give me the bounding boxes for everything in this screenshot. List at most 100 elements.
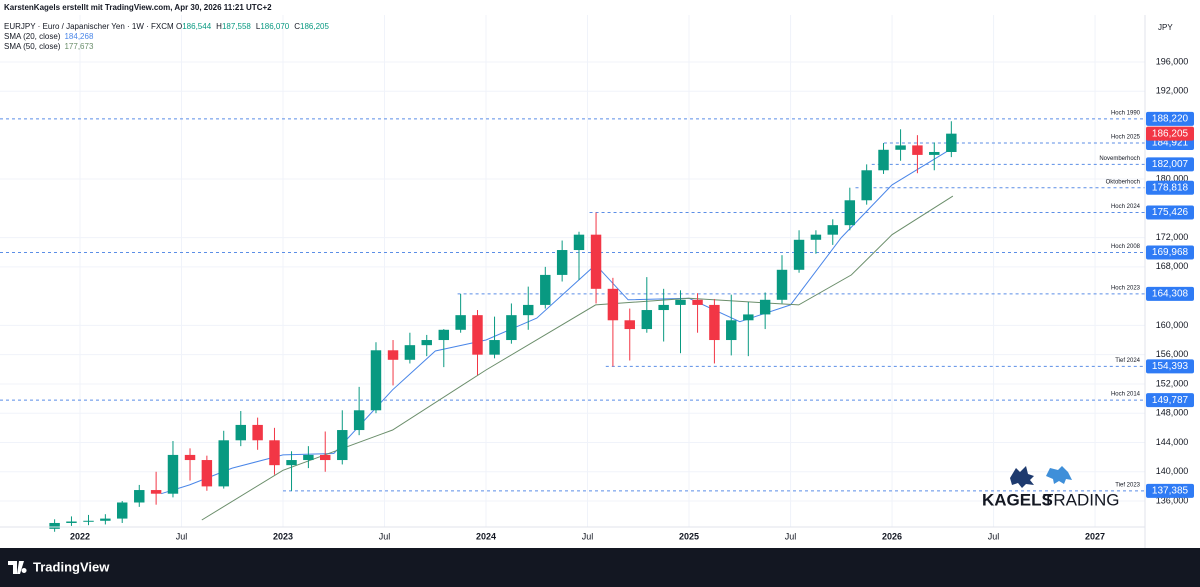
bear-icon [1046,466,1072,484]
x-tick-label: 2022 [70,531,90,541]
y-tick-label: 152,000 [1156,378,1189,388]
level-name: Tief 2023 [1115,482,1140,488]
logo-right: TRADING [1043,490,1120,509]
candle-body [421,340,432,346]
candle-body [235,424,246,441]
level-badge [1146,483,1194,498]
level-name: Hoch 2023 [1111,285,1141,291]
candle-body [252,424,263,441]
y-tick-label: 196,000 [1156,56,1189,66]
candle-body [861,170,872,201]
level-name: Oktoberhoch [1106,179,1140,185]
ohlc-key: C [294,22,300,31]
candle-body [303,454,314,461]
level-value-label: 184,921 [1152,138,1189,149]
level-badge [1146,157,1194,172]
candle-body [506,315,517,341]
candle-body [743,314,754,321]
level-badge [1146,205,1194,220]
level-value-label: 175,426 [1152,207,1189,218]
grid [0,15,1145,527]
level-name: Hoch 2008 [1111,244,1141,250]
level-value-label: 149,787 [1152,395,1189,406]
candle-body [776,269,788,300]
ohlc-value: 187,558 [222,22,251,31]
level-name: Hoch 1990 [1111,110,1141,116]
candle-body [286,460,297,466]
legend-name: SMA (50, close) [4,42,61,51]
candle-body [726,320,737,341]
level-value-label: 137,385 [1152,486,1189,497]
candle-body [489,340,500,355]
level-badge [1146,180,1194,195]
level-value-label: 178,818 [1152,182,1189,193]
candle-body [675,299,686,305]
candle-body [66,521,77,523]
x-tick-label: 2025 [679,531,699,541]
level-badge [1146,111,1194,126]
ohlc-value: 186,544 [182,22,211,31]
y-tick-label: 140,000 [1156,466,1189,476]
level-value-label: 182,007 [1152,159,1189,170]
candle-body [709,304,720,341]
candle-body [320,454,331,461]
candle-body [218,440,229,487]
ohlc-key: H [216,22,222,31]
candle-body [150,490,162,494]
candle-body [912,145,923,155]
level-name: Hoch 2025 [1111,135,1141,141]
y-tick-label: 136,000 [1156,495,1189,505]
level-badge [1146,359,1194,374]
sma-line [161,147,954,495]
x-tick-label: 2024 [476,531,496,541]
axes: 136,000 140,000 144,000 148,000 152,000 156,0… [70,56,1194,541]
x-tick-label: 2027 [1085,531,1105,541]
level-name: Hoch 2014 [1111,392,1141,398]
candle-body [353,410,365,431]
candle-body [895,145,906,150]
y-tick-label: 156,000 [1156,349,1189,359]
candle-body [370,350,382,411]
footer-bar [0,548,1200,587]
logo-left: KAGELS [982,490,1053,509]
candle-body [472,315,483,355]
bull-icon [1010,466,1034,488]
last-price-badge [1146,126,1194,141]
ohlc-value: 186,070 [260,22,289,31]
candle-body [134,490,145,503]
legend-value: 177,673 [64,42,93,51]
level-value-label: 188,220 [1152,114,1189,125]
candle-body [573,234,585,251]
candle-body [878,149,889,171]
candle-body [201,460,213,487]
logo: KAGELS TRADING [982,466,1120,509]
plot [49,121,957,532]
candle-body [624,320,635,330]
ohlc-value: 186,205 [300,22,329,31]
level-value-label: 154,393 [1152,361,1189,372]
candle-body [269,440,280,466]
candle-body [49,522,60,529]
candle-body [184,454,196,461]
last-price-label: 186,205 [1152,128,1189,139]
y-tick-label: 172,000 [1156,232,1189,242]
legend-name: SMA (20, close) [4,32,61,41]
legend-value: 184,268 [64,32,93,41]
candle-body [793,239,805,270]
candle-body [438,329,450,341]
x-tick-label: Jul [785,531,797,541]
levels: Hoch 1990 Hoch 2025 Novemberhoch Oktoberhoc… [0,110,1145,492]
x-tick-label: Jul [379,531,391,541]
x-tick-label: Jul [988,531,1000,541]
candle-body [929,151,940,155]
candle-body [607,288,619,321]
y-tick-label: 168,000 [1156,261,1189,271]
candle-body [759,299,771,315]
candle-body [167,454,179,494]
candle-body [641,310,653,330]
candle-body [387,350,399,360]
candle-body [100,518,111,521]
candle-body [946,133,957,152]
